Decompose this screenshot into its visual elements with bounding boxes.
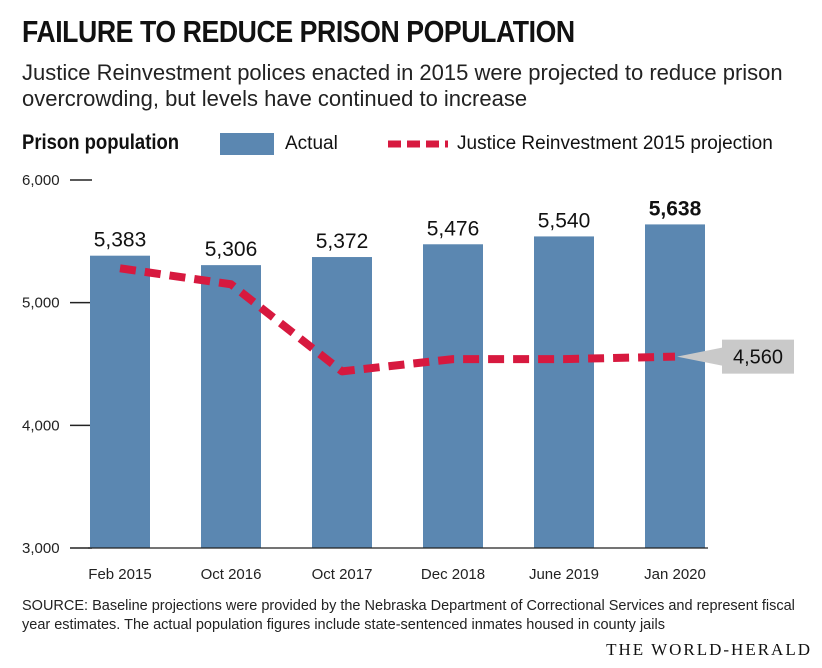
x-tick-label: Oct 2017 bbox=[312, 566, 373, 583]
bar bbox=[423, 244, 483, 548]
bar bbox=[90, 255, 150, 548]
callout-label: 4,560 bbox=[733, 347, 783, 369]
callout-pointer bbox=[677, 347, 722, 366]
x-tick-label: June 2019 bbox=[529, 566, 599, 583]
legend-projection-swatch bbox=[388, 140, 448, 148]
y-tick-label: 4,000 bbox=[22, 417, 60, 434]
publisher-logo: THE WORLD-HERALD bbox=[606, 640, 812, 659]
bar-value-label: 5,372 bbox=[316, 230, 369, 253]
legend-projection-label: Justice Reinvestment 2015 projection bbox=[457, 133, 773, 154]
y-tick-label: 3,000 bbox=[22, 540, 60, 557]
chart-title: FAILURE TO REDUCE PRISON POPULATION bbox=[22, 14, 575, 49]
legend-actual-label: Actual bbox=[285, 133, 338, 154]
x-tick-label: Dec 2018 bbox=[421, 566, 485, 583]
source-note: SOURCE: Baseline projections were provid… bbox=[22, 598, 795, 633]
bar-chart: 3,000 4,000 5,000 6,000 5,383 5,306 5,372 5,476… bbox=[22, 172, 794, 583]
bar bbox=[645, 224, 705, 548]
bar-value-label: 5,638 bbox=[649, 197, 702, 220]
y-tick-label: 6,000 bbox=[22, 172, 60, 189]
callout-box bbox=[722, 339, 794, 374]
bar bbox=[201, 265, 261, 548]
y-tick-label: 5,000 bbox=[22, 295, 60, 312]
chart-subtitle: Justice Reinvestment polices enacted in … bbox=[22, 60, 783, 111]
x-tick-label: Feb 2015 bbox=[88, 566, 151, 583]
bar bbox=[534, 236, 594, 548]
bar bbox=[312, 257, 372, 548]
bar-value-label: 5,540 bbox=[538, 209, 591, 232]
legend-actual-swatch bbox=[220, 133, 274, 155]
bar-value-label: 5,306 bbox=[205, 238, 258, 261]
x-tick-label: Oct 2016 bbox=[201, 566, 262, 583]
projection-line bbox=[119, 264, 676, 376]
bar-value-label: 5,383 bbox=[94, 229, 147, 252]
bar-value-label: 5,476 bbox=[427, 217, 480, 240]
x-tick-label: Jan 2020 bbox=[644, 566, 706, 583]
legend-title: Prison population bbox=[22, 131, 180, 154]
